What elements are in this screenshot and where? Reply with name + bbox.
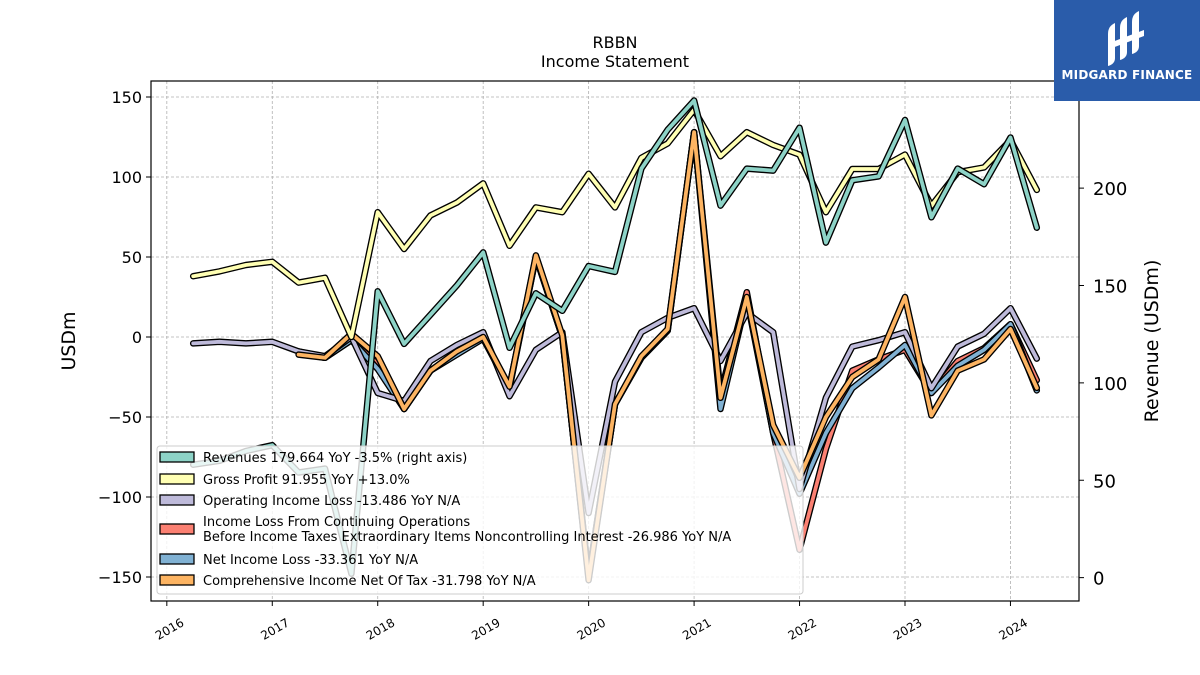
y-tick-label-right: 100	[1093, 374, 1127, 395]
x-tick-label: 2016	[153, 615, 186, 642]
legend-label-line: Before Income Taxes Extraordinary Items …	[203, 530, 731, 545]
y-tick-label-left: 0	[132, 328, 142, 347]
legend-label-comprehensive_income: Comprehensive Income Net Of Tax -31.798 …	[203, 574, 536, 589]
plot-frame	[150, 80, 1080, 602]
y-axis-label-right: Revenue (USDm)	[1141, 260, 1163, 423]
y-tick-label-right: 150	[1093, 276, 1127, 297]
y-axis-label-left: USDm	[58, 311, 80, 370]
brand-name: MIDGARD FINANCE	[1061, 68, 1193, 82]
x-tick-label: 2019	[469, 615, 502, 642]
legend-swatch-comprehensive_income	[159, 574, 195, 586]
x-tick-label: 2017	[258, 615, 291, 642]
y-tick-label-left: −100	[98, 488, 142, 507]
brand-logo: MIDGARD FINANCE	[1054, 0, 1200, 101]
legend-swatch-gross_profit	[159, 473, 195, 485]
midgard-logo-icon	[1108, 11, 1144, 66]
legend-label-line: Income Loss From Continuing Operations	[203, 515, 470, 530]
legend-label-income_loss_cont_ops: Income Loss From Continuing Operations Be…	[203, 515, 731, 545]
y-tick-label-right: 200	[1093, 179, 1127, 200]
y-tick-label-left: 150	[111, 88, 142, 107]
chart-title: RBBN	[592, 33, 637, 52]
x-tick-label: 2021	[680, 615, 713, 642]
legend-swatch-net_income	[159, 553, 195, 565]
legend-label-net_income: Net Income Loss -33.361 YoY N/A	[203, 553, 418, 568]
x-tick-label: 2023	[891, 615, 924, 642]
x-tick-label: 2020	[575, 615, 608, 642]
legend-swatch-income_loss_cont_ops	[159, 523, 195, 535]
x-tick-label: 2024	[997, 615, 1030, 642]
legend-swatch-revenues	[159, 451, 195, 463]
series-line-comprehensive_income	[296, 130, 1039, 583]
y-tick-label-right: 0	[1093, 569, 1104, 590]
legend: Revenues 179.664 YoY -3.5% (right axis) G…	[156, 445, 804, 595]
legend-box	[156, 445, 804, 595]
chart-subtitle: Income Statement	[541, 52, 689, 71]
y-tick-label-left: 100	[111, 168, 142, 187]
legend-label-revenues: Revenues 179.664 YoY -3.5% (right axis)	[203, 451, 467, 466]
x-tick-label: 2022	[786, 615, 819, 642]
y-tick-label-right: 50	[1093, 471, 1116, 492]
series-line-gross_profit	[191, 107, 1039, 339]
y-tick-label-left: −50	[108, 408, 142, 427]
legend-swatch-operating_income	[159, 494, 195, 506]
x-tick-label: 2018	[364, 615, 397, 642]
y-tick-label-left: −150	[98, 568, 142, 587]
legend-label-operating_income: Operating Income Loss -13.486 YoY N/A	[203, 494, 460, 509]
y-tick-label-left: 50	[122, 248, 142, 267]
series-lines	[189, 97, 1041, 584]
legend-label-gross_profit: Gross Profit 91.955 YoY +13.0%	[203, 473, 410, 488]
